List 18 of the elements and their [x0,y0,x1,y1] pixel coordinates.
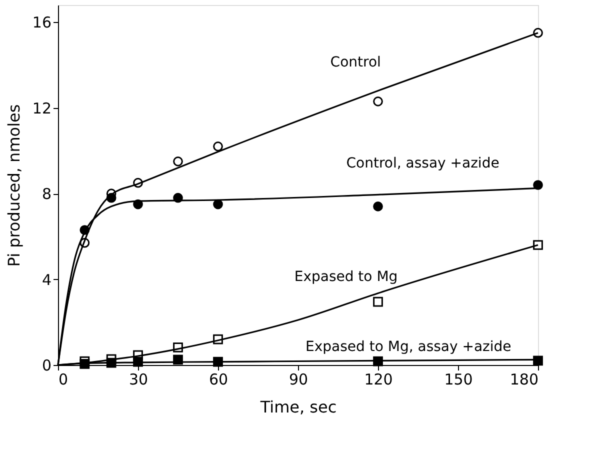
y-axis-title: Pi produced, nmoles [4,104,24,267]
x-tick-label: 180 [510,370,538,388]
x-tick-label: 0 [58,370,68,388]
annotation: Control [330,54,381,71]
x-tick-label: 60 [208,370,228,388]
x-tick-label: 150 [444,370,473,388]
x-tick-label: 120 [364,370,393,388]
annotation: Expased to Mg [294,268,398,285]
y-tick-label: 12 [32,99,52,118]
y-tick-label: 16 [32,14,52,32]
y-tick-label: 4 [42,270,52,289]
x-tick-label: 90 [288,370,308,388]
annotation: Control, assay +azide [346,155,500,172]
y-tick-label: 0 [42,356,52,374]
x-axis-title: Time, sec [259,398,337,416]
x-tick-label: 30 [128,370,148,388]
y-tick-label: 8 [42,185,52,204]
annotation: Expased to Mg, assay +azide [306,339,512,355]
